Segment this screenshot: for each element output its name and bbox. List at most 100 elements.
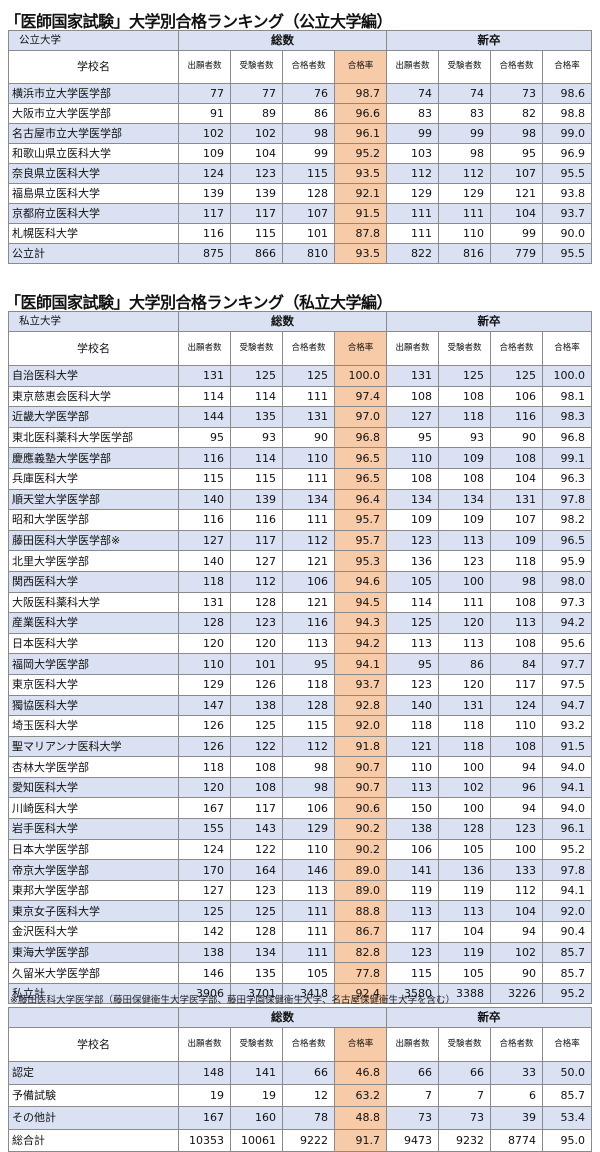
- cell-e: 108: [386, 385, 439, 408]
- cell-b: 134: [230, 941, 283, 964]
- cell-f: 113: [438, 529, 491, 552]
- cell-f: 125: [438, 365, 491, 387]
- school-name: 東京慈恵会医科大学: [8, 385, 179, 408]
- cell-c: 128: [282, 183, 335, 204]
- cell-d: 91.7: [334, 1128, 387, 1152]
- pass-rate-header: 合格率: [542, 1027, 592, 1062]
- school-name: 日本大学医学部: [8, 838, 179, 861]
- table-row: 福岡大学医学部 110 101 95 94.1 95 86 84 97.7: [8, 653, 592, 675]
- cell-e: 105: [386, 570, 439, 593]
- table-row: 横浜市立大学医学部 77 77 76 98.7 74 74 73 98.6: [8, 83, 592, 104]
- cell-h: 98.2: [542, 509, 592, 531]
- cell-a: 126: [178, 715, 231, 737]
- cell-f: 118: [438, 715, 491, 737]
- cell-d: 95.2: [334, 143, 387, 164]
- cell-e: 112: [386, 163, 439, 184]
- passed-header: 合格者数: [490, 50, 543, 84]
- school-name: 認定: [8, 1061, 179, 1085]
- cell-g: 108: [490, 735, 543, 758]
- cell-d: 90.7: [334, 756, 387, 778]
- cell-d: 89.0: [334, 859, 387, 881]
- cell-g: 73: [490, 83, 543, 104]
- cell-h: 94.1: [542, 879, 592, 902]
- cell-e: 95: [386, 426, 439, 449]
- cell-d: 77.8: [334, 962, 387, 984]
- cell-h: 93.8: [542, 183, 592, 204]
- cell-c: 111: [282, 385, 335, 408]
- cell-h: 85.7: [542, 962, 592, 984]
- school-name: 獨協医科大学: [8, 694, 179, 717]
- cell-f: 98: [438, 143, 491, 164]
- cell-f: 120: [438, 612, 491, 634]
- cell-d: 96.6: [334, 103, 387, 124]
- school-name-header: 学校名: [8, 331, 179, 366]
- cell-a: 116: [178, 509, 231, 531]
- cell-b: 108: [230, 776, 283, 799]
- cell-h: 94.1: [542, 776, 592, 799]
- cell-h: 53.4: [542, 1106, 592, 1130]
- cell-a: 120: [178, 632, 231, 655]
- cell-h: 98.8: [542, 103, 592, 124]
- school-name: 愛知医科大学: [8, 776, 179, 799]
- school-name: 杏林大学医学部: [8, 756, 179, 778]
- cell-b: 866: [230, 243, 283, 264]
- cell-a: 118: [178, 570, 231, 593]
- cell-h: 96.8: [542, 426, 592, 449]
- cell-f: 128: [438, 818, 491, 840]
- cell-f: 73: [438, 1106, 491, 1130]
- cell-a: 146: [178, 962, 231, 984]
- group-total: 総数: [178, 1007, 387, 1028]
- cell-e: 74: [386, 83, 439, 104]
- cell-a: 138: [178, 941, 231, 964]
- group-header-row: 総数 新卒: [8, 1007, 592, 1028]
- cell-c: 90: [282, 426, 335, 449]
- school-name-header: 学校名: [8, 1027, 179, 1062]
- cell-c: 78: [282, 1106, 335, 1130]
- cell-a: 125: [178, 900, 231, 923]
- cell-g: 3226: [490, 982, 543, 1005]
- passed-header: 合格者数: [490, 331, 543, 366]
- school-name: 公立計: [8, 243, 179, 264]
- cell-c: 110: [282, 838, 335, 861]
- cell-f: 113: [438, 632, 491, 655]
- table-row: 産業医科大学 128 123 116 94.3 125 120 113 94.2: [8, 612, 592, 634]
- cell-a: 129: [178, 673, 231, 696]
- cell-b: 126: [230, 673, 283, 696]
- group-header-row: 私立大学 総数 新卒: [8, 311, 592, 332]
- cell-c: 116: [282, 612, 335, 634]
- cell-g: 39: [490, 1106, 543, 1130]
- cell-g: 33: [490, 1061, 543, 1085]
- cell-f: 136: [438, 859, 491, 881]
- table-row: 奈良県立医科大学 124 123 115 93.5 112 112 107 95.5: [8, 163, 592, 184]
- cell-d: 95.7: [334, 529, 387, 552]
- table-row: 久留米大学医学部 146 135 105 77.8 115 105 90 85.7: [8, 962, 592, 984]
- cell-b: 123: [230, 163, 283, 184]
- cell-h: 91.5: [542, 735, 592, 758]
- cell-f: 118: [438, 406, 491, 428]
- cell-h: 98.0: [542, 570, 592, 593]
- cell-g: 118: [490, 550, 543, 572]
- school-name: 私立計: [8, 982, 179, 1005]
- cell-c: 106: [282, 797, 335, 820]
- cell-h: 98.6: [542, 83, 592, 104]
- cell-h: 98.3: [542, 406, 592, 428]
- cell-d: 92.4: [334, 982, 387, 1005]
- cell-e: 109: [386, 509, 439, 531]
- cell-b: 89: [230, 103, 283, 124]
- cell-g: 104: [490, 203, 543, 224]
- cell-e: 136: [386, 550, 439, 572]
- cell-g: 108: [490, 632, 543, 655]
- cell-g: 90: [490, 426, 543, 449]
- cell-e: 108: [386, 467, 439, 490]
- table-row: 順天堂大学医学部 140 139 134 96.4 134 134 131 97.8: [8, 488, 592, 511]
- cell-g: 112: [490, 879, 543, 902]
- passed-header: 合格者数: [282, 331, 335, 366]
- cell-b: 125: [230, 365, 283, 387]
- cell-g: 90: [490, 962, 543, 984]
- cell-c: 111: [282, 467, 335, 490]
- cell-f: 74: [438, 83, 491, 104]
- cell-a: 142: [178, 921, 231, 943]
- cell-d: 94.3: [334, 612, 387, 634]
- cell-b: 115: [230, 467, 283, 490]
- cell-f: 111: [438, 591, 491, 614]
